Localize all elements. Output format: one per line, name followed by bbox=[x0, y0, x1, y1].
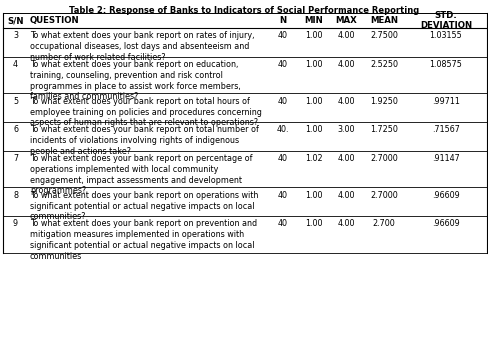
Text: 8: 8 bbox=[13, 191, 18, 200]
Text: 40: 40 bbox=[278, 154, 288, 163]
Text: MIN: MIN bbox=[305, 16, 324, 25]
Text: 40: 40 bbox=[278, 60, 288, 69]
Text: To what extent does your bank report on total hours of
employee training on poli: To what extent does your bank report on … bbox=[30, 97, 262, 127]
Text: 2.5250: 2.5250 bbox=[370, 60, 398, 69]
Text: 4.00: 4.00 bbox=[338, 97, 355, 106]
Text: .96609: .96609 bbox=[432, 219, 460, 228]
Text: 4.00: 4.00 bbox=[338, 219, 355, 228]
Text: 1.00: 1.00 bbox=[305, 97, 323, 106]
Text: Table 2: Response of Banks to Indicators of Social Performance Reporting: Table 2: Response of Banks to Indicators… bbox=[69, 6, 419, 15]
Text: To what extent does your bank report on operations with
significant potential or: To what extent does your bank report on … bbox=[30, 191, 258, 221]
Text: 1.02: 1.02 bbox=[305, 154, 323, 163]
Text: .99711: .99711 bbox=[432, 97, 460, 106]
Text: S/N: S/N bbox=[7, 16, 24, 25]
Text: 1.00: 1.00 bbox=[305, 219, 323, 228]
Text: To what extent does your bank report on education,
training, counseling, prevent: To what extent does your bank report on … bbox=[30, 60, 241, 101]
Text: 1.7250: 1.7250 bbox=[370, 126, 398, 135]
Text: 3: 3 bbox=[13, 32, 18, 40]
Text: 4: 4 bbox=[13, 60, 18, 69]
Text: To what extent does your bank report on prevention and
mitigation measures imple: To what extent does your bank report on … bbox=[30, 219, 257, 261]
Text: To what extent does your bank report on rates of injury,
occupational diseases, : To what extent does your bank report on … bbox=[30, 32, 255, 62]
Text: 7: 7 bbox=[13, 154, 18, 163]
Text: 1.9250: 1.9250 bbox=[370, 97, 398, 106]
Text: 2.7500: 2.7500 bbox=[370, 32, 398, 40]
Text: 1.00: 1.00 bbox=[305, 60, 323, 69]
Text: 40: 40 bbox=[278, 219, 288, 228]
Text: N: N bbox=[280, 16, 286, 25]
Text: 4.00: 4.00 bbox=[338, 154, 355, 163]
Text: MEAN: MEAN bbox=[370, 16, 398, 25]
Text: 1.00: 1.00 bbox=[305, 126, 323, 135]
Text: 1.00: 1.00 bbox=[305, 191, 323, 200]
Text: 4.00: 4.00 bbox=[338, 32, 355, 40]
Text: 6: 6 bbox=[13, 126, 18, 135]
Text: .96609: .96609 bbox=[432, 191, 460, 200]
Text: 2.7000: 2.7000 bbox=[370, 154, 398, 163]
Text: 2.700: 2.700 bbox=[373, 219, 395, 228]
Text: 40.: 40. bbox=[277, 126, 289, 135]
Text: 3.00: 3.00 bbox=[338, 126, 355, 135]
Text: To what extent does your bank report on percentage of
operations implemented wit: To what extent does your bank report on … bbox=[30, 154, 252, 195]
Text: 1.08575: 1.08575 bbox=[429, 60, 463, 69]
Text: STD.
DEVIATION: STD. DEVIATION bbox=[420, 11, 472, 30]
Text: 4.00: 4.00 bbox=[338, 60, 355, 69]
Text: 4.00: 4.00 bbox=[338, 191, 355, 200]
Text: 40: 40 bbox=[278, 97, 288, 106]
Text: 9: 9 bbox=[13, 219, 18, 228]
Text: 5: 5 bbox=[13, 97, 18, 106]
Text: To what extent does your bank report on total number of
incidents of violations : To what extent does your bank report on … bbox=[30, 126, 259, 156]
Text: 2.7000: 2.7000 bbox=[370, 191, 398, 200]
Text: 1.00: 1.00 bbox=[305, 32, 323, 40]
Text: .71567: .71567 bbox=[432, 126, 460, 135]
Text: MAX: MAX bbox=[336, 16, 357, 25]
Text: 40: 40 bbox=[278, 32, 288, 40]
Text: .91147: .91147 bbox=[432, 154, 460, 163]
Text: QUESTION: QUESTION bbox=[30, 16, 80, 25]
Text: 40: 40 bbox=[278, 191, 288, 200]
Text: 1.03155: 1.03155 bbox=[429, 32, 462, 40]
